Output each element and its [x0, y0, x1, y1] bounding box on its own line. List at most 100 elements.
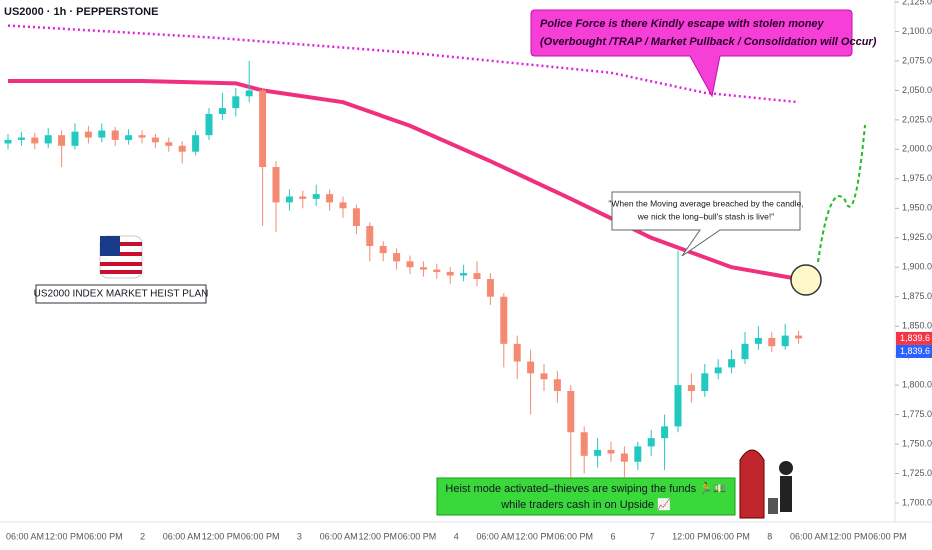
- x-tick-label: 8: [767, 531, 772, 541]
- x-tick-label: 06:00 PM: [555, 531, 594, 541]
- x-tick-label: 12:00 PM: [202, 531, 241, 541]
- candle-body: [473, 273, 481, 280]
- thief-icon: [779, 461, 793, 475]
- price-label-bg: [896, 331, 932, 345]
- candle-body: [486, 279, 494, 297]
- candle-body: [245, 90, 253, 97]
- candle-body: [406, 261, 414, 268]
- candle-body: [754, 337, 762, 344]
- y-tick-label: 1,725.0: [902, 468, 932, 478]
- x-tick-label: 06:00 AM: [476, 531, 514, 541]
- ma-callout: [611, 191, 801, 257]
- x-tick-label: 06:00 PM: [241, 531, 280, 541]
- candle-body: [567, 391, 575, 433]
- candle-body: [125, 135, 133, 140]
- escape-arrow: [817, 124, 866, 263]
- candle-body: [44, 135, 52, 144]
- x-tick-label: 12:00 PM: [45, 531, 84, 541]
- candle-body: [339, 202, 347, 209]
- y-tick-label: 2,075.0: [902, 55, 932, 65]
- candle-body: [728, 359, 736, 368]
- candle-body: [674, 385, 682, 427]
- candle-body: [205, 113, 213, 136]
- y-tick-label: 1,700.0: [902, 497, 932, 507]
- y-tick-label: 1,775.0: [902, 409, 932, 419]
- candle-body: [218, 108, 226, 114]
- y-tick-label: 2,100.0: [902, 26, 932, 36]
- x-tick-label: 06:00 AM: [320, 531, 358, 541]
- x-tick-label: 7: [650, 531, 655, 541]
- heist-text: while traders cash in on Upside 📈: [500, 498, 671, 511]
- highlight-circle: [790, 264, 822, 296]
- candle-body: [31, 137, 39, 144]
- candle-body: [192, 135, 200, 152]
- y-tick-label: 2,025.0: [902, 114, 932, 124]
- y-tick-label: 1,800.0: [902, 379, 932, 389]
- candle-body: [111, 130, 119, 140]
- y-tick-label: 1,875.0: [902, 291, 932, 301]
- x-tick-label: 3: [297, 531, 302, 541]
- x-tick-label: 06:00 PM: [711, 531, 750, 541]
- candle-body: [272, 167, 280, 203]
- candle-body: [768, 337, 776, 347]
- candle-body: [527, 361, 535, 374]
- price-label: 1,839.6: [900, 346, 930, 356]
- y-tick-label: 1,850.0: [902, 321, 932, 331]
- candle-body: [299, 196, 307, 199]
- candle-body: [701, 373, 709, 392]
- y-tick-label: 1,925.0: [902, 232, 932, 242]
- x-tick-label: 06:00 PM: [398, 531, 437, 541]
- x-tick-label: 2: [140, 531, 145, 541]
- candle-body: [165, 142, 173, 146]
- candle-body: [419, 267, 427, 270]
- candle-body: [607, 449, 615, 454]
- candle-body: [741, 343, 749, 360]
- x-tick-label: 12:00 PM: [829, 531, 868, 541]
- x-tick-label: 06:00 AM: [163, 531, 201, 541]
- x-tick-label: 12:00 PM: [359, 531, 398, 541]
- candle-body: [379, 246, 387, 254]
- candle-body: [71, 131, 79, 146]
- candle-body: [352, 208, 360, 226]
- x-tick-label: 06:00 AM: [6, 531, 44, 541]
- moving-average: [8, 78, 799, 281]
- candle-body: [460, 273, 468, 276]
- police-note: (Overbought /TRAP / Market Pullback / Co…: [540, 36, 877, 48]
- candle-body: [661, 426, 669, 439]
- candle-body: [580, 432, 588, 456]
- candle-body: [393, 253, 401, 262]
- heist-text: Heist mode activated–thieves are swiping…: [445, 482, 726, 495]
- price-label-bg: [896, 344, 932, 358]
- candle-body: [178, 145, 186, 152]
- price-label: 1,839.6: [900, 333, 930, 343]
- candle-body: [232, 96, 240, 109]
- candle-body: [795, 335, 803, 339]
- moving-average: [7, 24, 799, 104]
- x-tick-label: 6: [610, 531, 615, 541]
- candle-body: [98, 130, 106, 138]
- candle-body: [446, 271, 454, 276]
- candle-body: [781, 335, 789, 347]
- y-tick-label: 2,125.0: [902, 0, 932, 6]
- police-callout: [530, 9, 853, 98]
- candle-body: [285, 196, 293, 203]
- candle-body: [540, 373, 548, 380]
- candle-body: [714, 367, 722, 374]
- candle-body: [259, 90, 267, 168]
- y-tick-label: 2,050.0: [902, 85, 932, 95]
- candle-body: [326, 194, 334, 203]
- candle-body: [594, 449, 602, 456]
- x-tick-label: 12:00 PM: [672, 531, 711, 541]
- candle-body: [84, 131, 92, 138]
- x-tick-label: 4: [454, 531, 459, 541]
- plan-box: [35, 284, 207, 304]
- bin-icon: [768, 498, 778, 514]
- thief-icon: [780, 476, 792, 512]
- candle-body: [312, 194, 320, 199]
- heist-box: [436, 477, 736, 516]
- y-tick-label: 1,750.0: [902, 438, 932, 448]
- police-text: Police Force is there Kindly escape with…: [540, 18, 825, 30]
- candle-body: [4, 139, 12, 144]
- ma-text: "When the Moving average breached by the…: [608, 198, 803, 208]
- annotations: Police Force is there Kindly escape with…: [34, 9, 877, 519]
